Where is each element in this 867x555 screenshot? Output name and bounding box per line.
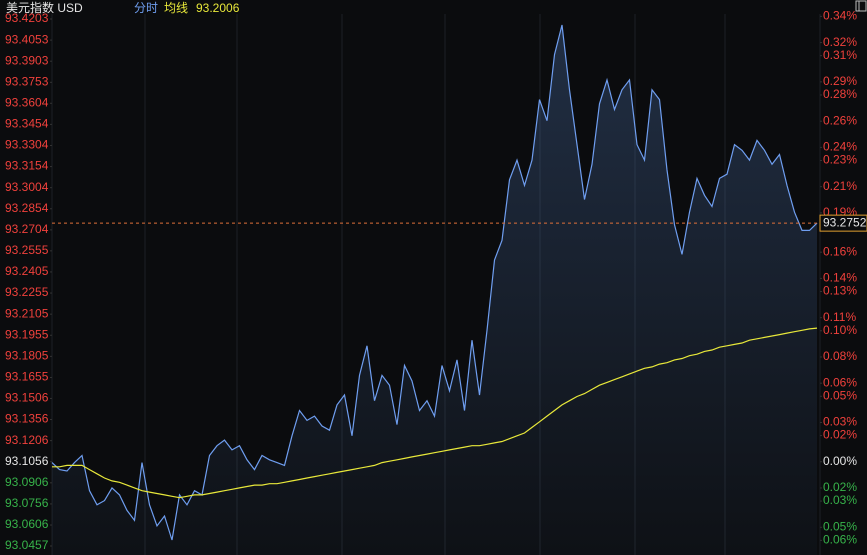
settings-icon[interactable] — [855, 0, 867, 12]
y-tick-label: 93.2405 — [5, 264, 49, 278]
y2-tick-label: 0.02% — [823, 480, 857, 494]
y-tick-label: 93.0906 — [5, 475, 49, 489]
y-tick-label: 93.2854 — [5, 201, 49, 215]
y2-tick-label: 0.13% — [823, 284, 857, 298]
average-line — [52, 327, 818, 499]
y-tick-label: 93.3903 — [5, 53, 49, 67]
y2-tick-label: 0.32% — [823, 35, 857, 49]
y2-tick-label: 0.23% — [823, 153, 857, 167]
y-tick-label: 93.3154 — [5, 159, 49, 173]
y-tick-label: 93.3604 — [5, 95, 49, 109]
y2-tick-label: 0.28% — [823, 87, 857, 101]
y2-tick-label: 0.06% — [823, 375, 857, 389]
y-tick-label: 93.3304 — [5, 138, 49, 152]
y2-tick-label: 0.26% — [823, 113, 857, 127]
y2-tick-label: 0.03% — [823, 415, 857, 429]
y-tick-label: 93.2255 — [5, 285, 49, 299]
y-tick-label: 93.1206 — [5, 433, 49, 447]
y2-tick-label: 0.05% — [823, 388, 857, 402]
y2-tick-label: 0.34% — [823, 9, 857, 23]
y-tick-label: 93.1356 — [5, 412, 49, 426]
y-tick-label: 93.2704 — [5, 222, 49, 236]
y2-tick-label: 0.14% — [823, 271, 857, 285]
y-tick-label: 93.2555 — [5, 243, 49, 257]
y2-tick-label: 0.24% — [823, 140, 857, 154]
y2-tick-label: 0.06% — [823, 533, 857, 547]
y2-tick-label: 0.10% — [823, 323, 857, 337]
y-tick-label: 93.0606 — [5, 517, 49, 531]
y2-tick-label: 0.16% — [823, 244, 857, 258]
y-tick-label: 93.1955 — [5, 327, 49, 341]
y2-tick-label: 0.03% — [823, 493, 857, 507]
y2-tick-label: 0.08% — [823, 349, 857, 363]
y2-tick-label: 0.05% — [823, 519, 857, 533]
y-tick-label: 93.4203 — [5, 11, 49, 25]
y-tick-label: 93.2105 — [5, 306, 49, 320]
y2-tick-label: 0.31% — [823, 48, 857, 62]
y-tick-label: 93.1805 — [5, 349, 49, 363]
y-tick-label: 93.3753 — [5, 74, 49, 88]
y-tick-label: 93.0457 — [5, 538, 49, 552]
y2-tick-label: 0.11% — [823, 310, 856, 324]
y-tick-label: 93.4053 — [5, 32, 49, 46]
y2-tick-label: 0.29% — [823, 74, 857, 88]
y-tick-label: 93.1056 — [5, 454, 49, 468]
y2-tick-label: 0.21% — [823, 179, 857, 193]
y-tick-label: 93.3004 — [5, 180, 49, 194]
y2-tick-label: 0.00% — [823, 454, 857, 468]
price-line — [51, 24, 818, 541]
y2-tick-label: 0.02% — [823, 428, 857, 442]
legend-value: 93.2006 — [196, 1, 240, 15]
y-tick-label: 93.3454 — [5, 117, 49, 131]
y-tick-label: 93.1655 — [5, 370, 49, 384]
last-price-label: 93.2752 — [823, 215, 867, 229]
y-tick-label: 93.0756 — [5, 496, 49, 510]
legend-entry: 分时 — [134, 1, 158, 15]
legend-entry: 均线 — [164, 1, 188, 15]
price-area — [52, 25, 817, 555]
last-price-box — [819, 214, 867, 232]
chart-title: 美元指数 USD — [6, 0, 83, 15]
y-tick-label: 93.1506 — [5, 391, 49, 405]
